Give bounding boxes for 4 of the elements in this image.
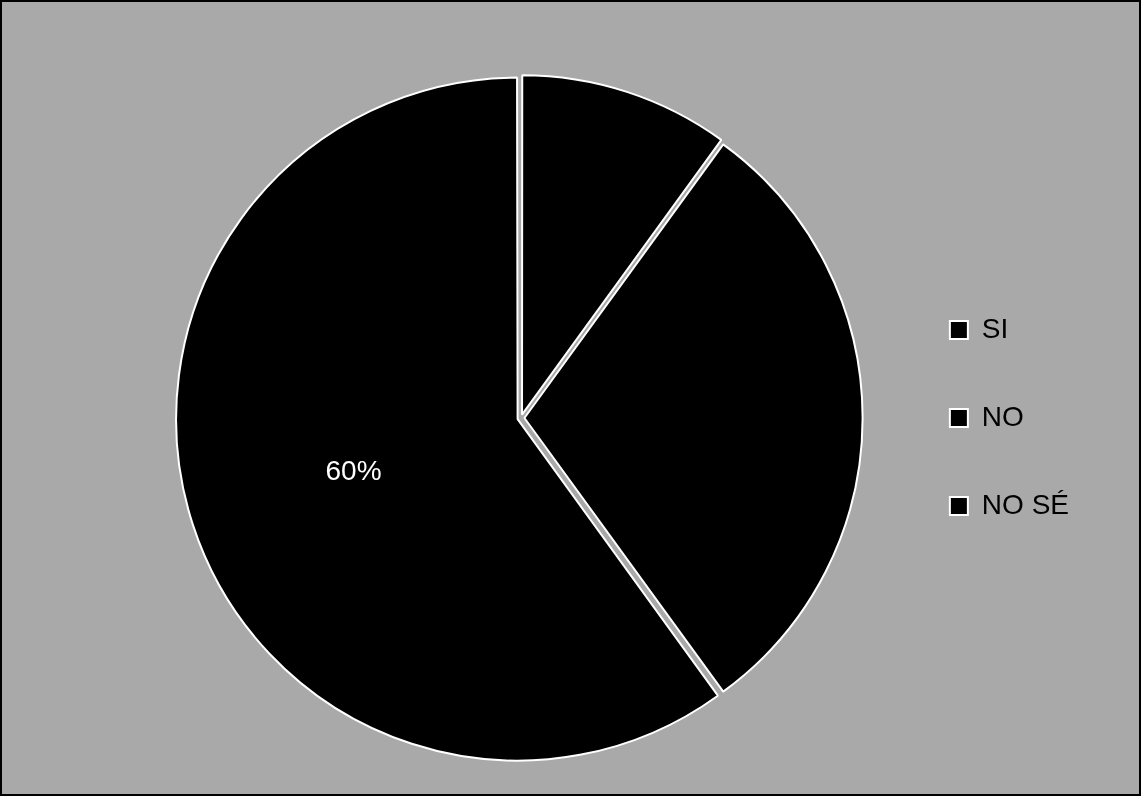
- data-label: 60%: [325, 455, 382, 487]
- legend-label: NO SÉ: [981, 488, 1070, 520]
- legend-label: NO: [981, 400, 1024, 432]
- legend-label: SI: [981, 312, 1009, 344]
